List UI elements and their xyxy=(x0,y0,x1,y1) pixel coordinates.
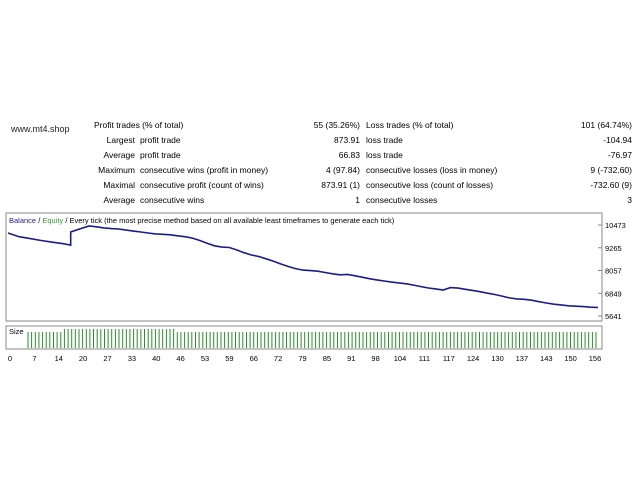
y-tick-label: 5641 xyxy=(605,312,622,321)
legend-description: / Every tick (the most precise method ba… xyxy=(63,216,394,225)
y-tick-label: 10473 xyxy=(605,221,626,230)
stat-value: 66.83 xyxy=(338,150,360,160)
x-tick-label: 91 xyxy=(347,354,355,363)
stat-prefix: Maximal xyxy=(103,180,135,190)
stat-label-loss: Loss trades (% of total) xyxy=(366,120,454,130)
stat-value-loss: 9 (-732.60) xyxy=(590,165,632,175)
stat-label-loss: loss trade xyxy=(366,135,403,145)
stat-value: 1 xyxy=(355,195,360,205)
stat-label-loss: consecutive loss (count of losses) xyxy=(366,180,494,190)
stat-value-loss: -76.97 xyxy=(607,150,632,160)
y-grid xyxy=(598,224,602,317)
size-label: Size xyxy=(9,327,24,336)
stat-value: 4 (97.84) xyxy=(325,165,360,175)
stat-value: 55 (35.26%) xyxy=(313,120,360,130)
stats-row: Maximum consecutive wins (profit in mone… xyxy=(0,163,640,178)
stats-row: Maximal consecutive profit (count of win… xyxy=(0,178,640,193)
y-tick-label: 9265 xyxy=(605,244,622,253)
stat-prefix: Largest xyxy=(106,135,135,145)
x-tick-label: 156 xyxy=(589,354,602,363)
stat-label: consecutive wins (profit in money) xyxy=(140,165,269,175)
x-tick-label: 143 xyxy=(540,354,553,363)
x-tick-label: 59 xyxy=(225,354,233,363)
x-tick-label: 20 xyxy=(79,354,87,363)
legend-separator: / xyxy=(36,216,42,225)
size-bars xyxy=(27,329,597,348)
y-tick-label: 8057 xyxy=(605,267,622,276)
stat-value-loss: -732.60 (9) xyxy=(590,180,632,190)
stat-label-loss: loss trade xyxy=(366,150,403,160)
stats-row: Largest profit trade 873.91 loss trade -… xyxy=(0,133,640,148)
stat-prefix: Maximum xyxy=(98,165,135,175)
x-tick-label: 7 xyxy=(32,354,36,363)
balance-chart: Balance / Equity / Every tick (the most … xyxy=(5,212,626,363)
stat-label-loss: consecutive losses xyxy=(366,195,438,205)
stats-row: Average profit trade 66.83 loss trade -7… xyxy=(0,148,640,163)
x-tick-label: 72 xyxy=(274,354,282,363)
x-tick-label: 14 xyxy=(55,354,63,363)
x-tick-label: 0 xyxy=(8,354,12,363)
legend-equity: Equity xyxy=(42,216,63,225)
legend-balance: Balance xyxy=(9,216,36,225)
stat-label: Profit trades (% of total) xyxy=(94,120,184,130)
x-tick-label: 53 xyxy=(201,354,209,363)
x-tick-label: 137 xyxy=(516,354,529,363)
x-tick-label: 33 xyxy=(128,354,136,363)
y-tick-labels: 10473 9265 8057 6849 5641 xyxy=(605,221,626,321)
x-tick-label: 79 xyxy=(298,354,306,363)
balance-series-line xyxy=(7,225,599,309)
stat-value: 873.91 xyxy=(334,135,360,145)
stat-label: consecutive wins xyxy=(140,195,205,205)
x-tick-label: 104 xyxy=(394,354,407,363)
x-tick-label: 117 xyxy=(443,354,455,363)
stat-prefix: Average xyxy=(103,195,135,205)
y-tick-label: 6849 xyxy=(605,289,622,298)
x-tick-label: 98 xyxy=(371,354,379,363)
stat-label: profit trade xyxy=(140,150,181,160)
stat-prefix: Average xyxy=(103,150,135,160)
chart-legend: Balance / Equity / Every tick (the most … xyxy=(9,216,395,225)
watermark-text: www.mt4.shop xyxy=(11,124,70,134)
x-tick-labels: 0 7 14 20 27 33 40 46 53 59 66 72 79 85 91 98 104 111 117 1… xyxy=(8,354,601,363)
x-tick-label: 40 xyxy=(152,354,160,363)
stat-value: 873.91 (1) xyxy=(321,180,360,190)
stat-label: profit trade xyxy=(140,135,181,145)
plot-frame xyxy=(5,212,603,322)
x-tick-label: 66 xyxy=(250,354,258,363)
x-tick-label: 46 xyxy=(176,354,184,363)
stat-label: consecutive profit (count of wins) xyxy=(140,180,264,190)
stats-row: Average consecutive wins 1 consecutive l… xyxy=(0,193,640,208)
x-tick-label: 85 xyxy=(323,354,331,363)
stats-row: Profit trades (% of total) 55 (35.26%) L… xyxy=(0,118,640,133)
stat-value-loss: 101 (64.74%) xyxy=(580,120,632,130)
x-tick-label: 124 xyxy=(467,354,480,363)
stat-value-loss: 3 xyxy=(627,195,632,205)
x-tick-label: 27 xyxy=(103,354,111,363)
stat-value-loss: -104.94 xyxy=(603,135,632,145)
x-tick-label: 111 xyxy=(419,354,430,363)
stat-label-loss: consecutive losses (loss in money) xyxy=(366,165,498,175)
x-tick-label: 150 xyxy=(564,354,577,363)
x-tick-label: 130 xyxy=(491,354,504,363)
